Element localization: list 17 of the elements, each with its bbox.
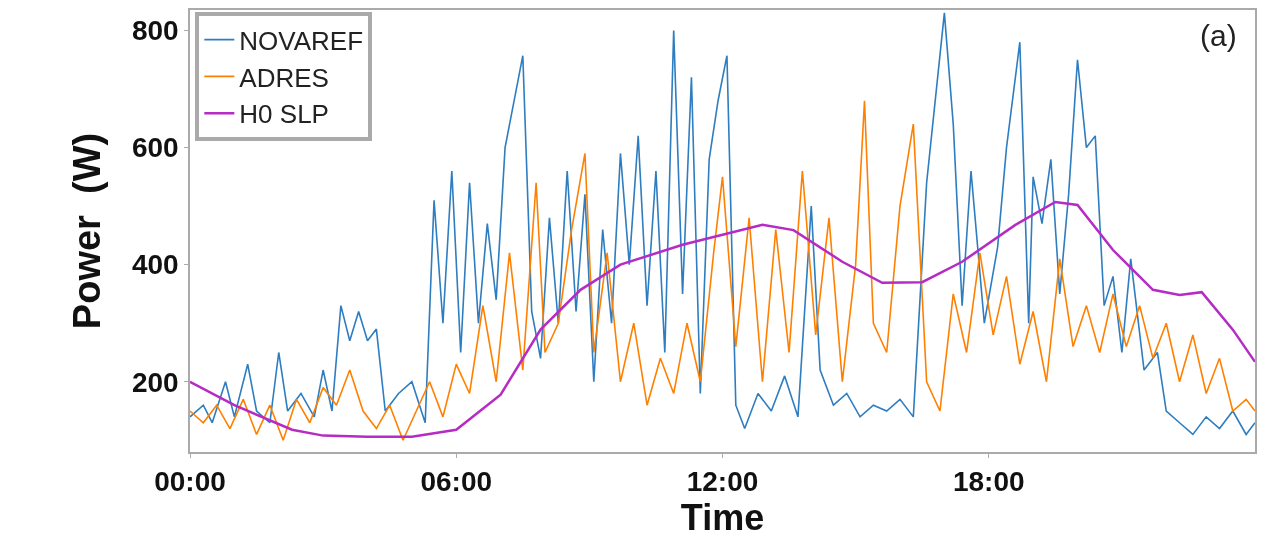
- x-tick-label: 00:00: [154, 466, 226, 498]
- annotation: (a): [1200, 19, 1237, 52]
- y-tick-label: 200: [131, 366, 179, 398]
- y-tick-label: 400: [131, 249, 179, 281]
- x-tick-label: 18:00: [952, 466, 1025, 498]
- legend-label: ADRES: [239, 62, 329, 93]
- line-series: [190, 12, 1255, 436]
- legend-label: H0 SLP: [239, 99, 329, 130]
- x-tick-label: 12:00: [686, 466, 759, 498]
- line-series: [190, 200, 1255, 439]
- x-axis-title: Time: [680, 497, 765, 539]
- y-tick-label: 800: [131, 15, 179, 47]
- y-tick-label: 600: [131, 132, 179, 164]
- x-tick-label: 06:00: [420, 466, 493, 498]
- y-axis-title: Power (W): [65, 132, 108, 330]
- legend-label: NOVAREF: [239, 25, 364, 56]
- line-series: [190, 99, 1255, 442]
